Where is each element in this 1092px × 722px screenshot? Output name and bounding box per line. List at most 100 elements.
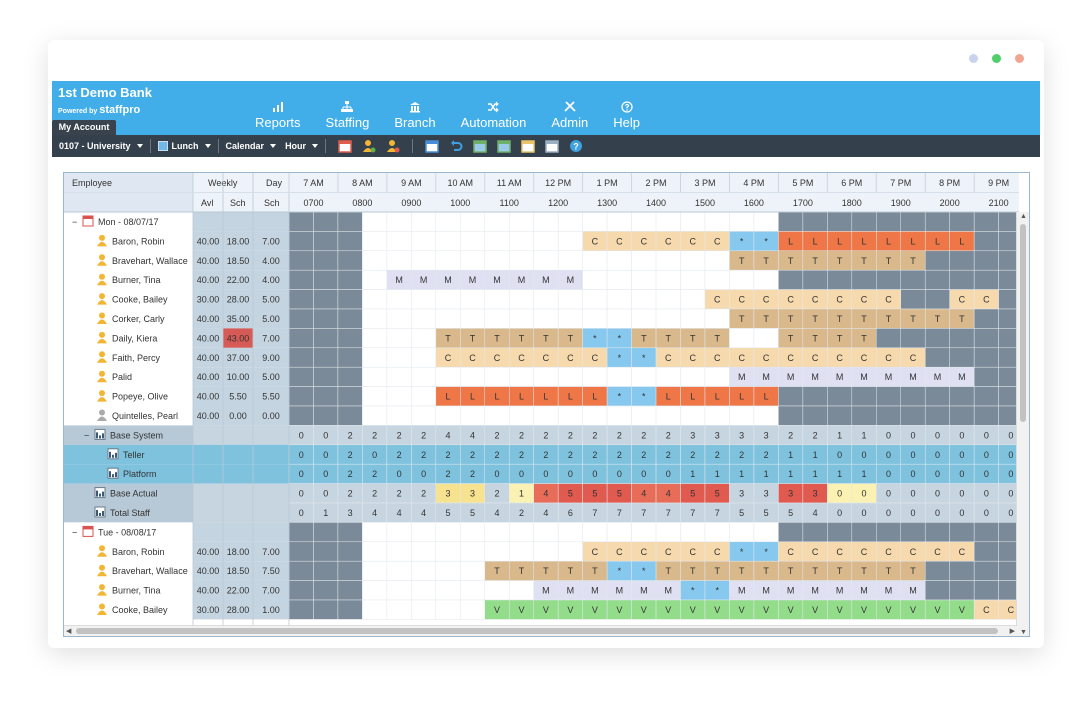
time-cell[interactable] <box>288 599 314 620</box>
time-cell[interactable] <box>606 366 632 387</box>
time-cell[interactable] <box>778 386 804 407</box>
time-cell[interactable] <box>411 405 437 426</box>
time-cell[interactable] <box>288 347 314 368</box>
time-cell[interactable] <box>827 386 853 407</box>
time-cell[interactable] <box>557 211 583 232</box>
nav-branch[interactable]: Branch <box>394 81 436 130</box>
time-cell[interactable] <box>435 580 461 601</box>
horizontal-scroll-thumb[interactable] <box>76 628 998 634</box>
time-cell[interactable] <box>386 405 412 426</box>
time-cell[interactable] <box>851 405 877 426</box>
time-cell[interactable] <box>582 405 608 426</box>
time-cell[interactable] <box>753 328 779 349</box>
time-cell[interactable] <box>655 405 681 426</box>
time-cell[interactable] <box>362 541 388 562</box>
time-cell[interactable] <box>753 522 779 543</box>
time-cell[interactable] <box>288 211 314 232</box>
time-cell[interactable] <box>362 347 388 368</box>
save-icon[interactable] <box>425 139 439 153</box>
time-cell[interactable] <box>973 522 999 543</box>
time-cell[interactable] <box>778 405 804 426</box>
time-cell[interactable] <box>337 366 363 387</box>
time-cell[interactable] <box>362 366 388 387</box>
time-cell[interactable] <box>606 522 632 543</box>
time-cell[interactable] <box>411 560 437 581</box>
time-cell[interactable] <box>973 541 999 562</box>
nav-staffing[interactable]: Staffing <box>326 81 369 130</box>
time-cell[interactable] <box>606 250 632 271</box>
time-cell[interactable] <box>631 289 657 310</box>
time-cell[interactable] <box>337 386 363 407</box>
time-cell[interactable] <box>680 522 706 543</box>
help-icon[interactable]: ? <box>569 139 583 153</box>
time-cell[interactable] <box>827 405 853 426</box>
time-cell[interactable] <box>484 308 510 329</box>
time-cell[interactable] <box>606 405 632 426</box>
time-cell[interactable] <box>631 522 657 543</box>
time-cell[interactable] <box>411 347 437 368</box>
scroll-down-icon[interactable]: ▼ <box>1020 629 1027 636</box>
time-cell[interactable] <box>460 366 486 387</box>
time-cell[interactable] <box>606 308 632 329</box>
time-cell[interactable] <box>288 289 314 310</box>
time-cell[interactable] <box>313 269 339 290</box>
time-cell[interactable] <box>582 211 608 232</box>
time-cell[interactable] <box>362 231 388 252</box>
time-cell[interactable] <box>533 522 559 543</box>
time-cell[interactable] <box>362 269 388 290</box>
undo-icon[interactable] <box>449 139 463 153</box>
time-cell[interactable] <box>362 560 388 581</box>
time-cell[interactable] <box>435 541 461 562</box>
time-cell[interactable] <box>435 289 461 310</box>
time-cell[interactable] <box>313 541 339 562</box>
time-cell[interactable] <box>435 308 461 329</box>
time-cell[interactable] <box>631 366 657 387</box>
time-cell[interactable] <box>411 522 437 543</box>
time-cell[interactable] <box>460 308 486 329</box>
time-cell[interactable] <box>533 541 559 562</box>
time-cell[interactable] <box>362 211 388 232</box>
time-cell[interactable] <box>435 366 461 387</box>
time-cell[interactable] <box>704 405 730 426</box>
time-cell[interactable] <box>704 522 730 543</box>
nav-automation[interactable]: Automation <box>461 81 526 130</box>
nav-help[interactable]: Help <box>613 81 640 130</box>
time-cell[interactable] <box>508 541 534 562</box>
time-cell[interactable] <box>313 308 339 329</box>
time-cell[interactable] <box>337 231 363 252</box>
time-cell[interactable] <box>508 211 534 232</box>
time-cell[interactable] <box>386 289 412 310</box>
time-cell[interactable] <box>386 541 412 562</box>
time-cell[interactable] <box>460 250 486 271</box>
time-cell[interactable] <box>900 405 926 426</box>
time-cell[interactable] <box>876 269 902 290</box>
time-cell[interactable] <box>313 560 339 581</box>
import-icon[interactable] <box>497 139 511 153</box>
time-cell[interactable] <box>900 211 926 232</box>
scroll-up-icon[interactable]: ▲ <box>1020 213 1027 220</box>
time-cell[interactable] <box>288 328 314 349</box>
time-cell[interactable] <box>533 211 559 232</box>
time-cell[interactable] <box>313 347 339 368</box>
time-cell[interactable] <box>949 211 975 232</box>
time-cell[interactable] <box>386 250 412 271</box>
time-cell[interactable] <box>973 347 999 368</box>
time-cell[interactable] <box>582 269 608 290</box>
time-cell[interactable] <box>386 580 412 601</box>
time-cell[interactable] <box>557 308 583 329</box>
time-cell[interactable] <box>288 560 314 581</box>
time-cell[interactable] <box>631 269 657 290</box>
time-cell[interactable] <box>876 211 902 232</box>
time-cell[interactable] <box>924 289 950 310</box>
time-cell[interactable] <box>876 328 902 349</box>
time-cell[interactable] <box>386 522 412 543</box>
time-cell[interactable] <box>533 405 559 426</box>
time-cell[interactable] <box>362 289 388 310</box>
time-cell[interactable] <box>802 386 828 407</box>
time-cell[interactable] <box>973 250 999 271</box>
time-cell[interactable] <box>582 522 608 543</box>
time-cell[interactable] <box>557 289 583 310</box>
view-select[interactable]: Calendar <box>226 141 277 151</box>
time-cell[interactable] <box>851 386 877 407</box>
time-cell[interactable] <box>337 405 363 426</box>
